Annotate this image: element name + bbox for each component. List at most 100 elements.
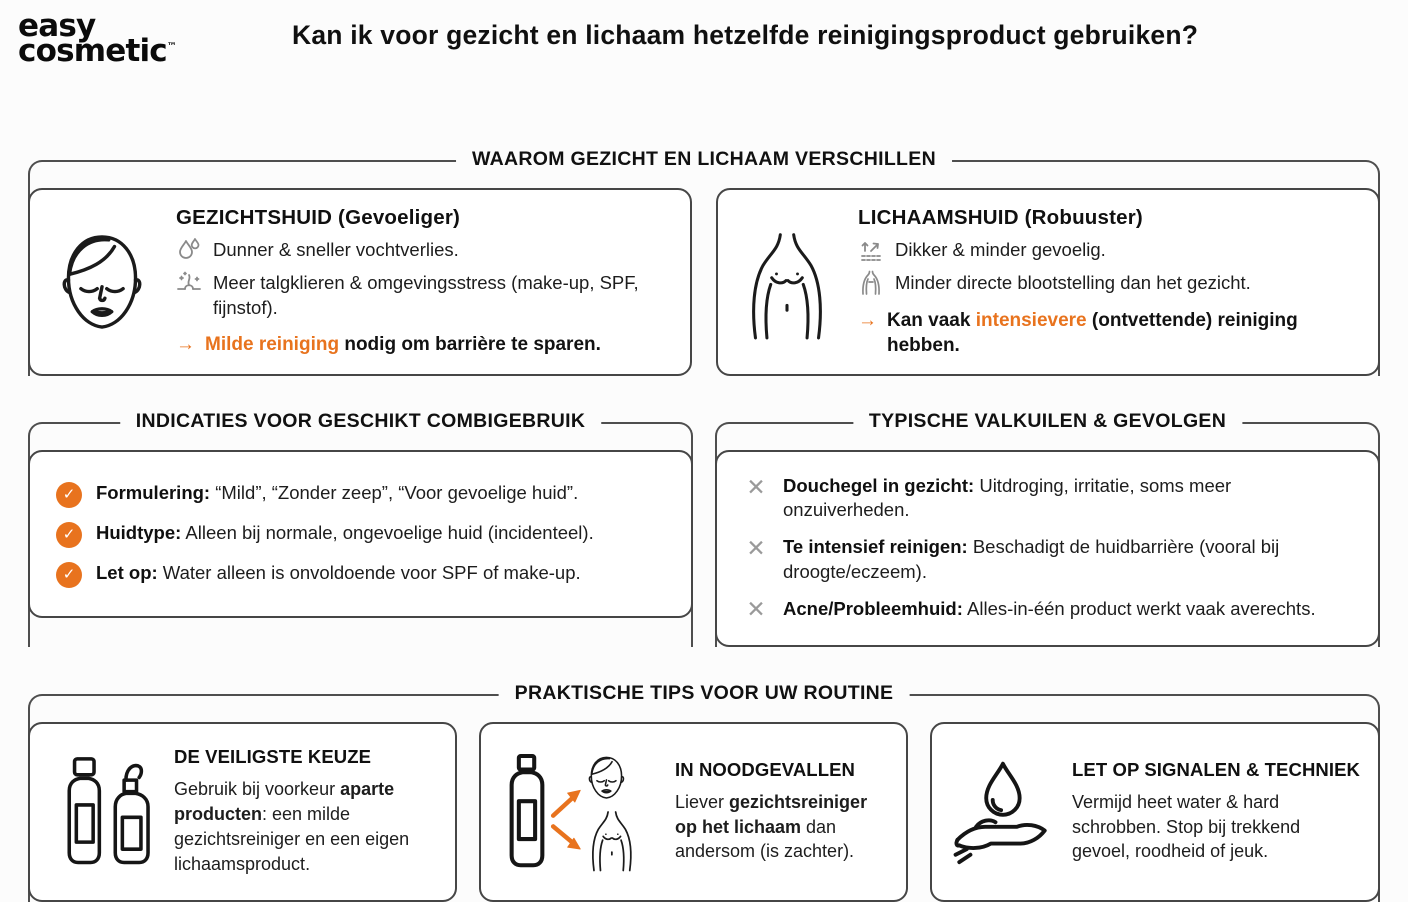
indication-item: ✓ Let op: Water alleen is onvoldoende vo…: [56, 561, 665, 588]
tip-title: IN NOODGEVALLEN: [675, 758, 855, 780]
face-card-conclusion: → Milde reiniging nodig om barrière te s…: [176, 333, 664, 358]
brand-logo-line1: easy: [18, 8, 96, 44]
cross-icon: ✕: [746, 596, 766, 623]
bullet-text: Meer talgklieren & omgevingsstress (make…: [213, 272, 639, 318]
body-card-body: LICHAAMSHUID (Robuuster) Dikker & minder…: [858, 206, 1352, 358]
indication-body: Water alleen is onvoldoende voor SPF of …: [157, 561, 581, 583]
tip-text-bold: aparte producten: [174, 779, 395, 825]
brand-logo-text: cosmetic: [18, 33, 168, 70]
tip-card-body: LET OP SIGNALEN & TECHNIEK Vermijd heet …: [1072, 759, 1360, 864]
pitfall-label: Acne/Probleemhuid:: [783, 597, 963, 619]
body-card-conclusion: → Kan vaak intensievere (ontvettende) re…: [858, 309, 1352, 358]
tip-title: DE VEILIGSTE KEUZE: [174, 746, 372, 768]
tip-card-emergency: IN NOODGEVALLEN Liever gezichtsreiniger …: [479, 721, 908, 902]
face-card-body: GEZICHTSHUID (Gevoeliger) Dunner & snell…: [176, 206, 664, 358]
tip-text-pre: Vermijd heet water & hard schrobben. Sto…: [1072, 791, 1301, 862]
indication-text: Let op: Water alleen is onvoldoende voor…: [96, 561, 581, 585]
face-bullet-sebum: Meer talgklieren & omgevingsstress (make…: [176, 271, 664, 320]
droplets-icon: [176, 237, 202, 263]
trademark-symbol: ™: [166, 42, 177, 54]
arrow-right-icon: →: [858, 310, 877, 331]
conclusion-highlight: intensievere: [975, 310, 1087, 331]
section-pitfalls-title: TYPISCHE VALKUILEN & GEVOLGEN: [852, 410, 1243, 434]
body-bullet-exposure: Minder directe blootstelling dan het gez…: [858, 270, 1352, 296]
check-icon: ✓: [56, 521, 82, 548]
tip-text-pre: Gebruik bij voorkeur: [174, 779, 341, 800]
conclusion-pre: Kan vaak: [887, 310, 976, 331]
pitfalls-card: ✕ Douchegel in gezicht: Uitdroging, irri…: [715, 450, 1380, 647]
conclusion-text: Milde reiniging nodig om barrière te spa…: [205, 333, 601, 358]
indication-text: Huidtype: Alleen bij normale, ongevoelig…: [96, 521, 594, 545]
conclusion-highlight: Milde reiniging: [205, 334, 340, 356]
arrow-right-icon: →: [176, 334, 195, 356]
tip-text-bold: gezichtsreiniger op het lichaam: [675, 791, 868, 837]
face-skin-card: GEZICHTSHUID (Gevoeliger) Dunner & snell…: [28, 188, 692, 377]
tip-text: Liever gezichtsreiniger op het lichaam d…: [675, 790, 888, 864]
brand-logo: easy cosmetic™: [18, 8, 292, 67]
indication-item: ✓ Formulering: “Mild”, “Zonder zeep”, “V…: [56, 481, 665, 508]
section-indications-title: INDICATIES VOOR GESCHIKT COMBIGEBRUIK: [119, 410, 602, 434]
cross-icon: ✕: [746, 473, 766, 500]
face-card-title: GEZICHTSHUID (Gevoeliger): [176, 206, 461, 230]
skin-layers-icon: [858, 237, 884, 263]
pitfall-item: ✕ Te intensief reinigen: Beschadigt de h…: [743, 535, 1352, 583]
section-indications: INDICATIES VOOR GESCHIKT COMBIGEBRUIK ✓ …: [28, 410, 693, 647]
conclusion-rest: (ontvettende) reiniging hebben.: [887, 310, 1298, 356]
brand-logo-line2: cosmetic™: [18, 36, 292, 67]
pitfall-item: ✕ Acne/Probleemhuid: Alles-in-één produc…: [743, 597, 1352, 623]
bottle-to-face-and-body-icon: [499, 748, 657, 876]
conclusion-text: Kan vaak intensievere (ontvettende) rein…: [887, 309, 1352, 358]
page-header: easy cosmetic™ Kan ik voor gezicht en li…: [0, 0, 1408, 102]
tip-text-pre: Liever: [675, 791, 730, 812]
conclusion-rest: nodig om barrière te sparen.: [339, 334, 601, 356]
body-card-title: LICHAAMSHUID (Robuuster): [858, 206, 1143, 229]
indication-label: Formulering:: [96, 481, 211, 503]
sebum-gland-icon: [176, 270, 202, 296]
bottles-icon: [48, 752, 156, 872]
indication-label: Huidtype:: [96, 521, 182, 543]
bullet-text: Dunner & sneller vochtverlies.: [213, 239, 459, 261]
tip-card-body: DE VEILIGSTE KEUZE Gebruik bij voorkeur …: [174, 746, 437, 876]
check-icon: ✓: [56, 561, 82, 588]
middle-sections-row: INDICATIES VOOR GESCHIKT COMBIGEBRUIK ✓ …: [28, 410, 1380, 647]
section-differences-title: WAAROM GEZICHT EN LICHAAM VERSCHILLEN: [456, 148, 952, 171]
body-bullet-thicker: Dikker & minder gevoelig.: [858, 238, 1352, 263]
indication-body: “Mild”, “Zonder zeep”, “Voor gevoelige h…: [210, 481, 579, 503]
pitfall-label: Douchegel in gezicht:: [783, 475, 975, 497]
pitfall-item: ✕ Douchegel in gezicht: Uitdroging, irri…: [743, 474, 1352, 522]
indication-item: ✓ Huidtype: Alleen bij normale, ongevoel…: [56, 521, 665, 548]
tip-text-post: dan andersom (is zachter).: [675, 816, 855, 862]
indication-label: Let op:: [96, 561, 158, 583]
indication-body: Alleen bij normale, ongevoelige huid (in…: [181, 521, 594, 543]
body-skin-card: LICHAAMSHUID (Robuuster) Dikker & minder…: [716, 188, 1380, 377]
pitfall-body: Uitdroging, irritatie, soms meer onzuive…: [783, 475, 1232, 521]
tip-title: LET OP SIGNALEN & TECHNIEK: [1072, 758, 1361, 780]
hand-water-drop-icon: [950, 757, 1054, 867]
tip-card-body: IN NOODGEVALLEN Liever gezichtsreiniger …: [675, 759, 888, 864]
pitfall-body: Beschadigt de huidbarrière (vooral bij d…: [783, 536, 1280, 582]
torso-small-icon: [858, 270, 884, 296]
page-title: Kan ik voor gezicht en lichaam hetzelfde…: [292, 20, 1199, 50]
torso-icon: [744, 225, 830, 340]
tip-text: Gebruik bij voorkeur aparte producten: e…: [174, 777, 437, 876]
pitfall-text: Douchegel in gezicht: Uitdroging, irrita…: [783, 474, 1343, 522]
face-bullet-moisture: Dunner & sneller vochtverlies.: [176, 238, 664, 263]
pitfall-label: Te intensief reinigen:: [783, 536, 968, 558]
section-tips: PRAKTISCHE TIPS VOOR UW ROUTINE DE VEILI…: [28, 681, 1381, 902]
cross-icon: ✕: [746, 534, 766, 561]
tip-card-safest-choice: DE VEILIGSTE KEUZE Gebruik bij voorkeur …: [28, 721, 457, 902]
pitfall-text: Te intensief reinigen: Beschadigt de hui…: [783, 535, 1343, 583]
tip-text: Vermijd heet water & hard schrobben. Sto…: [1072, 790, 1360, 864]
section-differences: WAAROM GEZICHT EN LICHAAM VERSCHILLEN GE…: [28, 148, 1380, 377]
pitfall-text: Acne/Probleemhuid: Alles-in-één product …: [783, 597, 1316, 621]
bullet-text: Minder directe blootstelling dan het gez…: [895, 272, 1251, 293]
tip-card-signals: LET OP SIGNALEN & TECHNIEK Vermijd heet …: [930, 721, 1381, 902]
face-icon: [56, 230, 148, 334]
indications-card: ✓ Formulering: “Mild”, “Zonder zeep”, “V…: [28, 450, 693, 619]
section-pitfalls: TYPISCHE VALKUILEN & GEVOLGEN ✕ Douchege…: [715, 410, 1380, 647]
pitfall-body: Alles-in-één product werkt vaak averecht…: [962, 597, 1316, 619]
check-icon: ✓: [56, 481, 82, 508]
section-tips-title: PRAKTISCHE TIPS VOOR UW ROUTINE: [498, 681, 910, 705]
bullet-text: Dikker & minder gevoelig.: [895, 239, 1106, 260]
tip-text-post: : een milde gezichtsreiniger en een eige…: [174, 804, 410, 874]
